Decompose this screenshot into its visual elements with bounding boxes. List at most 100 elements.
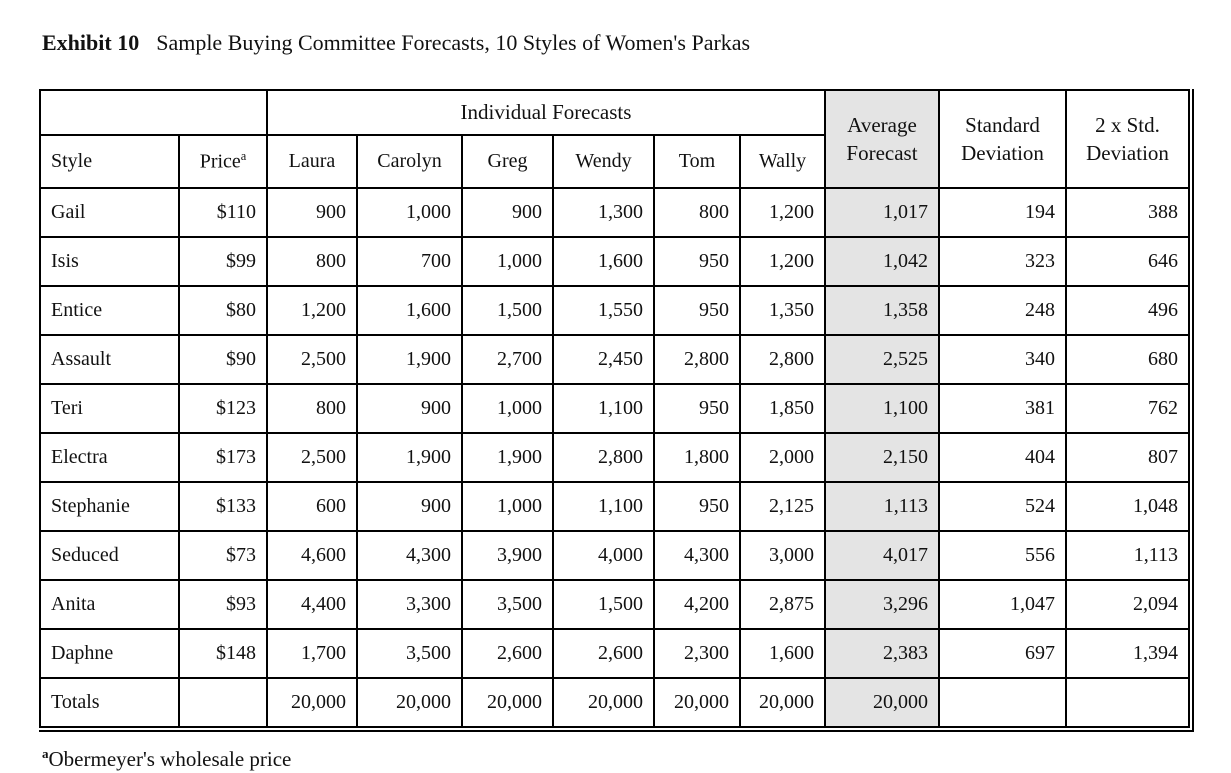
forecast-cell-greg: 1,500	[461, 285, 554, 336]
forecast-cell-greg: 1,000	[461, 236, 554, 287]
forecast-cell-tom: 950	[653, 285, 741, 336]
forecast-cell-wally: 1,200	[739, 236, 826, 287]
price-cell: $90	[178, 334, 268, 385]
header-spacer-cell	[39, 89, 268, 136]
forecast-cell-laura: 900	[266, 187, 358, 238]
forecast-cell-laura: 4,600	[266, 530, 358, 581]
forecast-cell-carolyn: 1,900	[356, 334, 463, 385]
std-deviation-cell: 404	[938, 432, 1067, 483]
header-price: Pricea	[178, 134, 268, 189]
header-average-forecast: Average Forecast	[824, 89, 940, 189]
forecast-cell-carolyn: 900	[356, 383, 463, 434]
table-row: Stephanie $133 600 900 1,000 1,100 950 2,125 1,1…	[39, 481, 1190, 532]
two-std-deviation-cell: 1,394	[1065, 628, 1190, 679]
forecast-cell-greg: 3,900	[461, 530, 554, 581]
forecast-cell-wally: 2,000	[739, 432, 826, 483]
forecast-cell-wally: 2,125	[739, 481, 826, 532]
two-std-deviation-cell: 680	[1065, 334, 1190, 385]
forecast-cell-wally: 1,600	[739, 628, 826, 679]
table-row: Teri $123 800 900 1,000 1,100 950 1,850 1,100 381…	[39, 383, 1190, 434]
std-deviation-cell: 194	[938, 187, 1067, 238]
table-row: Electra $173 2,500 1,900 1,900 2,800 1,800 2,00…	[39, 432, 1190, 483]
forecast-cell-wendy: 1,100	[552, 383, 655, 434]
forecast-cell-greg: 1,000	[461, 481, 554, 532]
style-cell: Seduced	[39, 530, 180, 581]
exhibit-caption: Sample Buying Committee Forecasts, 10 St…	[156, 30, 751, 55]
forecast-cell-laura: 20,000	[266, 677, 358, 728]
forecast-cell-wally: 1,850	[739, 383, 826, 434]
average-forecast-cell: 1,358	[824, 285, 940, 336]
price-cell: $148	[178, 628, 268, 679]
forecast-cell-tom: 950	[653, 383, 741, 434]
forecast-cell-wendy: 1,500	[552, 579, 655, 630]
forecast-cell-carolyn: 3,300	[356, 579, 463, 630]
forecast-cell-wendy: 20,000	[552, 677, 655, 728]
two-std-deviation-cell: 2,094	[1065, 579, 1190, 630]
forecast-cell-wally: 3,000	[739, 530, 826, 581]
forecast-cell-greg: 1,900	[461, 432, 554, 483]
forecast-cell-wally: 1,350	[739, 285, 826, 336]
price-cell: $93	[178, 579, 268, 630]
two-std-deviation-cell: 646	[1065, 236, 1190, 287]
forecast-cell-tom: 950	[653, 236, 741, 287]
std-deviation-cell: 1,047	[938, 579, 1067, 630]
forecast-cell-tom: 4,200	[653, 579, 741, 630]
forecast-cell-wally: 20,000	[739, 677, 826, 728]
forecast-cell-tom: 800	[653, 187, 741, 238]
forecast-cell-wally: 2,875	[739, 579, 826, 630]
forecast-cell-wendy: 1,550	[552, 285, 655, 336]
style-cell: Assault	[39, 334, 180, 385]
two-std-deviation-cell: 496	[1065, 285, 1190, 336]
average-forecast-cell: 2,150	[824, 432, 940, 483]
price-cell: $173	[178, 432, 268, 483]
header-style: Style	[39, 134, 180, 189]
forecast-cell-carolyn: 1,000	[356, 187, 463, 238]
table-row: Anita $93 4,400 3,300 3,500 1,500 4,200 2,875 3,…	[39, 579, 1190, 630]
forecast-cell-tom: 950	[653, 481, 741, 532]
std-deviation-cell: 248	[938, 285, 1067, 336]
forecast-cell-wendy: 1,300	[552, 187, 655, 238]
header-forecaster-wally: Wally	[739, 134, 826, 189]
forecast-cell-laura: 1,700	[266, 628, 358, 679]
forecast-cell-tom: 20,000	[653, 677, 741, 728]
forecast-cell-greg: 3,500	[461, 579, 554, 630]
forecast-cell-tom: 1,800	[653, 432, 741, 483]
table-row: Seduced $73 4,600 4,300 3,900 4,000 4,300 3,000…	[39, 530, 1190, 581]
forecast-cell-laura: 4,400	[266, 579, 358, 630]
two-std-deviation-cell: 1,113	[1065, 530, 1190, 581]
forecast-cell-carolyn: 700	[356, 236, 463, 287]
forecast-cell-laura: 800	[266, 383, 358, 434]
average-forecast-cell: 1,100	[824, 383, 940, 434]
price-cell: $80	[178, 285, 268, 336]
forecast-cell-greg: 2,600	[461, 628, 554, 679]
style-cell: Anita	[39, 579, 180, 630]
average-forecast-cell: 2,383	[824, 628, 940, 679]
forecast-cell-carolyn: 1,600	[356, 285, 463, 336]
style-cell: Gail	[39, 187, 180, 238]
style-cell: Entice	[39, 285, 180, 336]
std-deviation-cell: 556	[938, 530, 1067, 581]
footnote-marker: a	[42, 746, 49, 761]
average-forecast-cell: 1,113	[824, 481, 940, 532]
style-cell: Isis	[39, 236, 180, 287]
forecast-cell-greg: 1,000	[461, 383, 554, 434]
price-cell: $99	[178, 236, 268, 287]
group-header-row: Individual Forecasts Average Forecast St…	[39, 89, 1190, 189]
table-row: Assault $90 2,500 1,900 2,700 2,450 2,800 2,800…	[39, 334, 1190, 385]
style-cell: Stephanie	[39, 481, 180, 532]
average-forecast-cell: 20,000	[824, 677, 940, 728]
header-forecaster-tom: Tom	[653, 134, 741, 189]
forecast-cell-carolyn: 20,000	[356, 677, 463, 728]
header-forecaster-wendy: Wendy	[552, 134, 655, 189]
price-cell: $123	[178, 383, 268, 434]
table-body: Gail $110 900 1,000 900 1,300 800 1,200 1,017 194…	[39, 187, 1190, 728]
two-std-deviation-cell	[1065, 677, 1190, 728]
forecast-cell-wendy: 1,100	[552, 481, 655, 532]
table-row: Daphne $148 1,700 3,500 2,600 2,600 2,300 1,600…	[39, 628, 1190, 679]
price-cell	[178, 677, 268, 728]
column-header-row: Style Pricea Laura Carolyn Greg Wendy Tom Wal…	[39, 134, 1189, 189]
price-footnote-marker: a	[240, 149, 247, 164]
exhibit-title: Exhibit 10 Sample Buying Committee Foreca…	[42, 30, 1197, 56]
forecast-cell-wally: 1,200	[739, 187, 826, 238]
